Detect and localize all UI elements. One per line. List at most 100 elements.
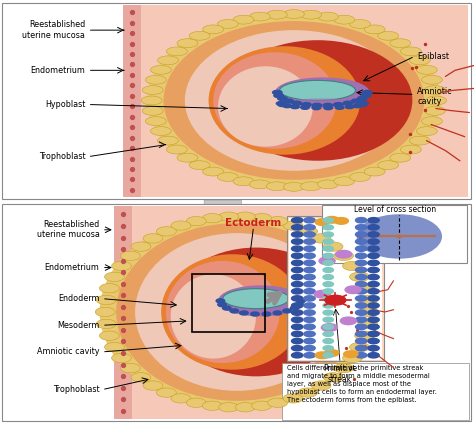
Circle shape: [233, 177, 254, 186]
Circle shape: [323, 246, 333, 251]
Circle shape: [297, 299, 305, 303]
Text: Amniotic
cavity: Amniotic cavity: [417, 87, 453, 106]
FancyArrow shape: [180, 200, 266, 236]
Circle shape: [325, 350, 339, 356]
Circle shape: [368, 353, 379, 358]
Circle shape: [95, 307, 115, 317]
Circle shape: [177, 39, 198, 48]
Text: Hypoblast: Hypoblast: [45, 100, 85, 109]
Circle shape: [356, 288, 367, 294]
Circle shape: [298, 227, 318, 236]
Circle shape: [292, 288, 303, 294]
Text: Reestablished
uterine mucosa: Reestablished uterine mucosa: [22, 20, 85, 40]
Circle shape: [157, 136, 178, 145]
Circle shape: [368, 346, 379, 351]
Circle shape: [283, 104, 292, 108]
Ellipse shape: [280, 99, 365, 109]
Circle shape: [356, 275, 367, 280]
Circle shape: [318, 12, 338, 21]
Circle shape: [410, 136, 430, 145]
Circle shape: [323, 268, 333, 272]
Circle shape: [146, 75, 166, 84]
Circle shape: [100, 331, 119, 341]
Circle shape: [304, 303, 315, 308]
Circle shape: [356, 232, 367, 237]
Circle shape: [319, 257, 335, 265]
Circle shape: [150, 66, 171, 74]
Circle shape: [235, 212, 255, 221]
Circle shape: [323, 225, 333, 230]
Circle shape: [273, 311, 282, 315]
Circle shape: [378, 161, 399, 170]
Text: Mesoderm: Mesoderm: [57, 321, 100, 330]
Circle shape: [311, 234, 331, 243]
Circle shape: [100, 283, 119, 293]
Circle shape: [355, 331, 374, 341]
Circle shape: [146, 117, 166, 126]
Circle shape: [203, 25, 224, 34]
Circle shape: [368, 217, 379, 223]
Circle shape: [304, 346, 315, 351]
Circle shape: [304, 331, 315, 337]
Circle shape: [251, 312, 259, 316]
Circle shape: [105, 343, 125, 352]
Ellipse shape: [116, 223, 358, 401]
Circle shape: [304, 239, 315, 244]
Circle shape: [344, 351, 358, 357]
Circle shape: [291, 105, 299, 109]
Circle shape: [334, 251, 354, 261]
Circle shape: [301, 103, 311, 107]
Circle shape: [218, 302, 226, 307]
Circle shape: [304, 288, 315, 294]
Circle shape: [120, 251, 140, 261]
Circle shape: [292, 338, 303, 344]
Circle shape: [278, 103, 287, 107]
Circle shape: [292, 246, 303, 251]
Circle shape: [364, 25, 385, 34]
Circle shape: [292, 346, 303, 351]
Circle shape: [233, 15, 254, 24]
Circle shape: [268, 398, 288, 407]
Circle shape: [301, 10, 321, 19]
Circle shape: [356, 253, 367, 258]
Ellipse shape: [164, 21, 424, 180]
Circle shape: [368, 225, 379, 230]
Circle shape: [357, 96, 367, 101]
Circle shape: [304, 232, 315, 237]
Circle shape: [368, 288, 379, 294]
FancyBboxPatch shape: [123, 5, 468, 197]
Circle shape: [353, 104, 362, 108]
Circle shape: [177, 153, 198, 162]
Circle shape: [323, 218, 333, 222]
Circle shape: [323, 338, 333, 343]
Circle shape: [361, 93, 371, 98]
Text: Reestablished
uterine mucosa: Reestablished uterine mucosa: [36, 220, 100, 239]
Circle shape: [425, 107, 446, 115]
Circle shape: [323, 275, 333, 280]
Circle shape: [390, 39, 411, 48]
Ellipse shape: [171, 274, 256, 359]
Circle shape: [292, 317, 303, 322]
Circle shape: [356, 282, 367, 287]
Circle shape: [356, 303, 367, 308]
Circle shape: [368, 253, 379, 258]
Circle shape: [356, 260, 367, 266]
Circle shape: [273, 91, 282, 94]
Text: Ectoderm: Ectoderm: [226, 218, 282, 228]
Circle shape: [292, 253, 303, 258]
Circle shape: [323, 253, 333, 258]
Circle shape: [120, 363, 140, 373]
Text: Amniotic cavity: Amniotic cavity: [37, 347, 100, 357]
Circle shape: [216, 299, 225, 303]
Circle shape: [323, 239, 333, 244]
Circle shape: [356, 296, 367, 301]
Circle shape: [283, 221, 303, 230]
Circle shape: [304, 353, 315, 358]
Circle shape: [171, 394, 191, 403]
Circle shape: [345, 286, 361, 294]
Ellipse shape: [135, 233, 339, 391]
Circle shape: [283, 309, 292, 313]
Circle shape: [340, 317, 356, 324]
Circle shape: [266, 182, 287, 191]
Circle shape: [323, 332, 333, 336]
